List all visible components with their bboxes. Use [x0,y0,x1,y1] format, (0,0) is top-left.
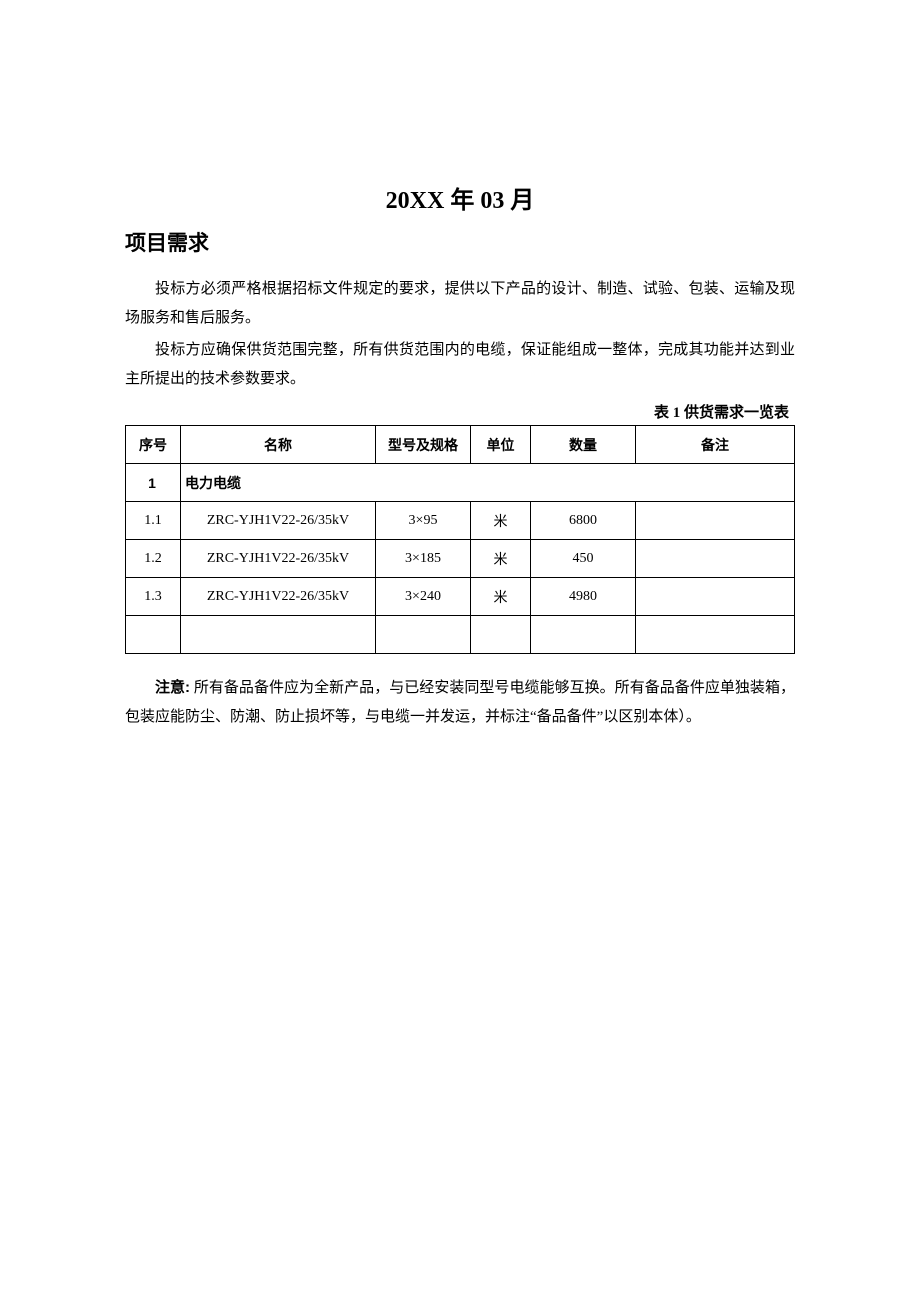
th-name: 名称 [181,426,376,464]
cell-spec: 3×185 [376,540,471,578]
cell-qty: 4980 [531,578,636,616]
cell-remark [636,616,795,654]
th-unit: 单位 [471,426,531,464]
paragraph-2: 投标方应确保供货范围完整，所有供货范围内的电缆，保证能组成一整体，完成其功能并达… [125,336,795,393]
supply-table: 序号 名称 型号及规格 单位 数量 备注 1 电力电缆 1.1 ZRC-YJH1… [125,425,795,654]
section-heading: 项目需求 [125,227,795,257]
cell-name: ZRC-YJH1V22-26/35kV [181,502,376,540]
th-seq: 序号 [126,426,181,464]
table-row: 1.1 ZRC-YJH1V22-26/35kV 3×95 米 6800 [126,502,795,540]
th-spec: 型号及规格 [376,426,471,464]
table-row: 1.2 ZRC-YJH1V22-26/35kV 3×185 米 450 [126,540,795,578]
cell-spec: 3×240 [376,578,471,616]
cell-qty: 450 [531,540,636,578]
section-seq: 1 [126,464,181,502]
cell-seq: 1.2 [126,540,181,578]
paragraph-1: 投标方必须严格根据招标文件规定的要求，提供以下产品的设计、制造、试验、包装、运输… [125,275,795,332]
cell-seq [126,616,181,654]
cell-unit [471,616,531,654]
cell-spec [376,616,471,654]
page-title: 20XX 年 03 月 [125,180,795,215]
note-label: 注意: [155,679,190,696]
table-section-row: 1 电力电缆 [126,464,795,502]
cell-remark [636,578,795,616]
cell-remark [636,540,795,578]
cell-name: ZRC-YJH1V22-26/35kV [181,578,376,616]
cell-name: ZRC-YJH1V22-26/35kV [181,540,376,578]
cell-qty [531,616,636,654]
table-empty-row [126,616,795,654]
cell-seq: 1.1 [126,502,181,540]
table-caption: 表 1 供货需求一览表 [125,401,795,422]
section-name: 电力电缆 [181,464,795,502]
table-header-row: 序号 名称 型号及规格 单位 数量 备注 [126,426,795,464]
th-remark: 备注 [636,426,795,464]
note-paragraph: 注意: 所有备品备件应为全新产品，与已经安装同型号电缆能够互换。所有备品备件应单… [125,674,795,731]
cell-qty: 6800 [531,502,636,540]
cell-remark [636,502,795,540]
cell-unit: 米 [471,540,531,578]
note-text: 所有备品备件应为全新产品，与已经安装同型号电缆能够互换。所有备品备件应单独装箱，… [125,680,795,725]
cell-seq: 1.3 [126,578,181,616]
cell-unit: 米 [471,578,531,616]
cell-spec: 3×95 [376,502,471,540]
th-qty: 数量 [531,426,636,464]
cell-name [181,616,376,654]
table-row: 1.3 ZRC-YJH1V22-26/35kV 3×240 米 4980 [126,578,795,616]
cell-unit: 米 [471,502,531,540]
